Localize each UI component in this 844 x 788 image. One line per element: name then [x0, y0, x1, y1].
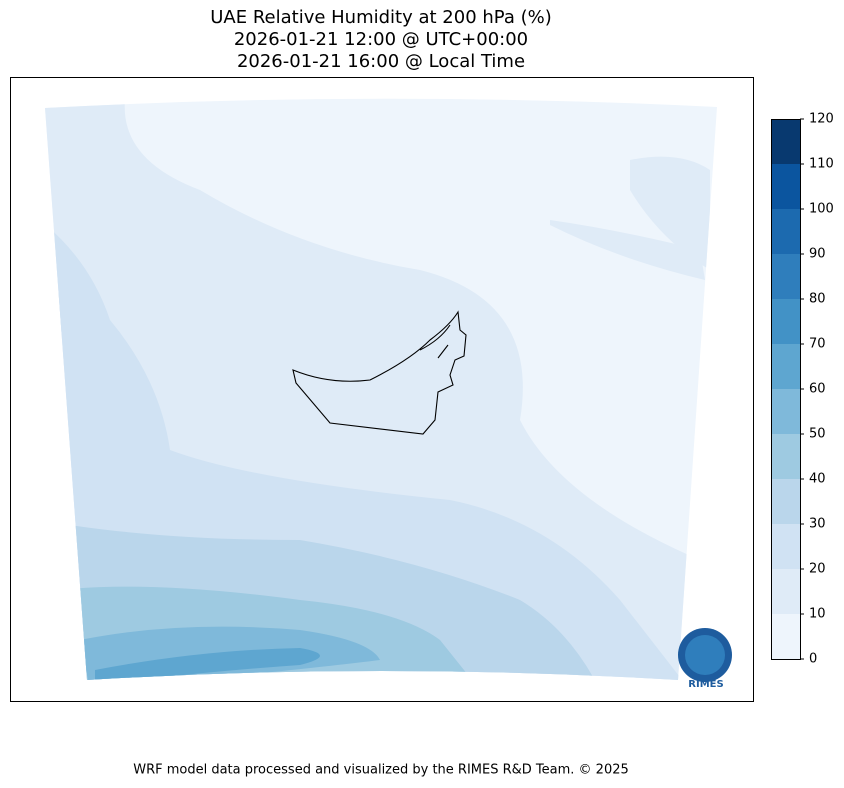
colorbar-band: [771, 434, 800, 479]
colorbar-tick-label: 50: [809, 427, 826, 442]
logo: RIMES: [678, 628, 732, 690]
colorbar-band: [771, 479, 800, 524]
colorbar-band: [771, 569, 800, 614]
title-line: 2026-01-21 16:00 @ Local Time: [237, 51, 525, 72]
colorbar-tick-label: 100: [809, 202, 834, 217]
colorbar-band: [771, 614, 800, 659]
colorbar-tick-label: 60: [809, 382, 826, 397]
colorbar-band: [771, 209, 800, 254]
colorbar-tick-label: 10: [809, 607, 826, 622]
colorbar-tick-label: 110: [809, 157, 834, 172]
colorbar-band: [771, 299, 800, 344]
colorbar: 0 10 20 30 40 50 60 70 80 90 100 110 120: [771, 112, 834, 667]
title-line: UAE Relative Humidity at 200 hPa (%): [210, 7, 551, 28]
colorbar-band: [771, 164, 800, 209]
uae-border: [292, 310, 467, 435]
humidity-field: [45, 98, 717, 680]
colorbar-band: [771, 344, 800, 389]
colorbar-tick-label: 40: [809, 472, 826, 487]
colorbar-tick-label: 20: [809, 562, 826, 577]
colorbar-band: [771, 119, 800, 164]
colorbar-tick-label: 30: [809, 517, 826, 532]
footer: WRF model data processed and visualized …: [133, 763, 629, 778]
colorbar-band: [771, 524, 800, 569]
colorbar-tick-label: 90: [809, 247, 826, 262]
colorbar-tick-label: 80: [809, 292, 826, 307]
colorbar-tick-label: 0: [809, 652, 817, 667]
colorbar-band: [771, 389, 800, 434]
title-line: 2026-01-21 12:00 @ UTC+00:00: [234, 29, 528, 50]
colorbar-tick-label: 120: [809, 112, 834, 127]
colorbar-tick-label: 70: [809, 337, 826, 352]
colorbar-band: [771, 254, 800, 299]
logo-text: RIMES: [688, 679, 723, 690]
